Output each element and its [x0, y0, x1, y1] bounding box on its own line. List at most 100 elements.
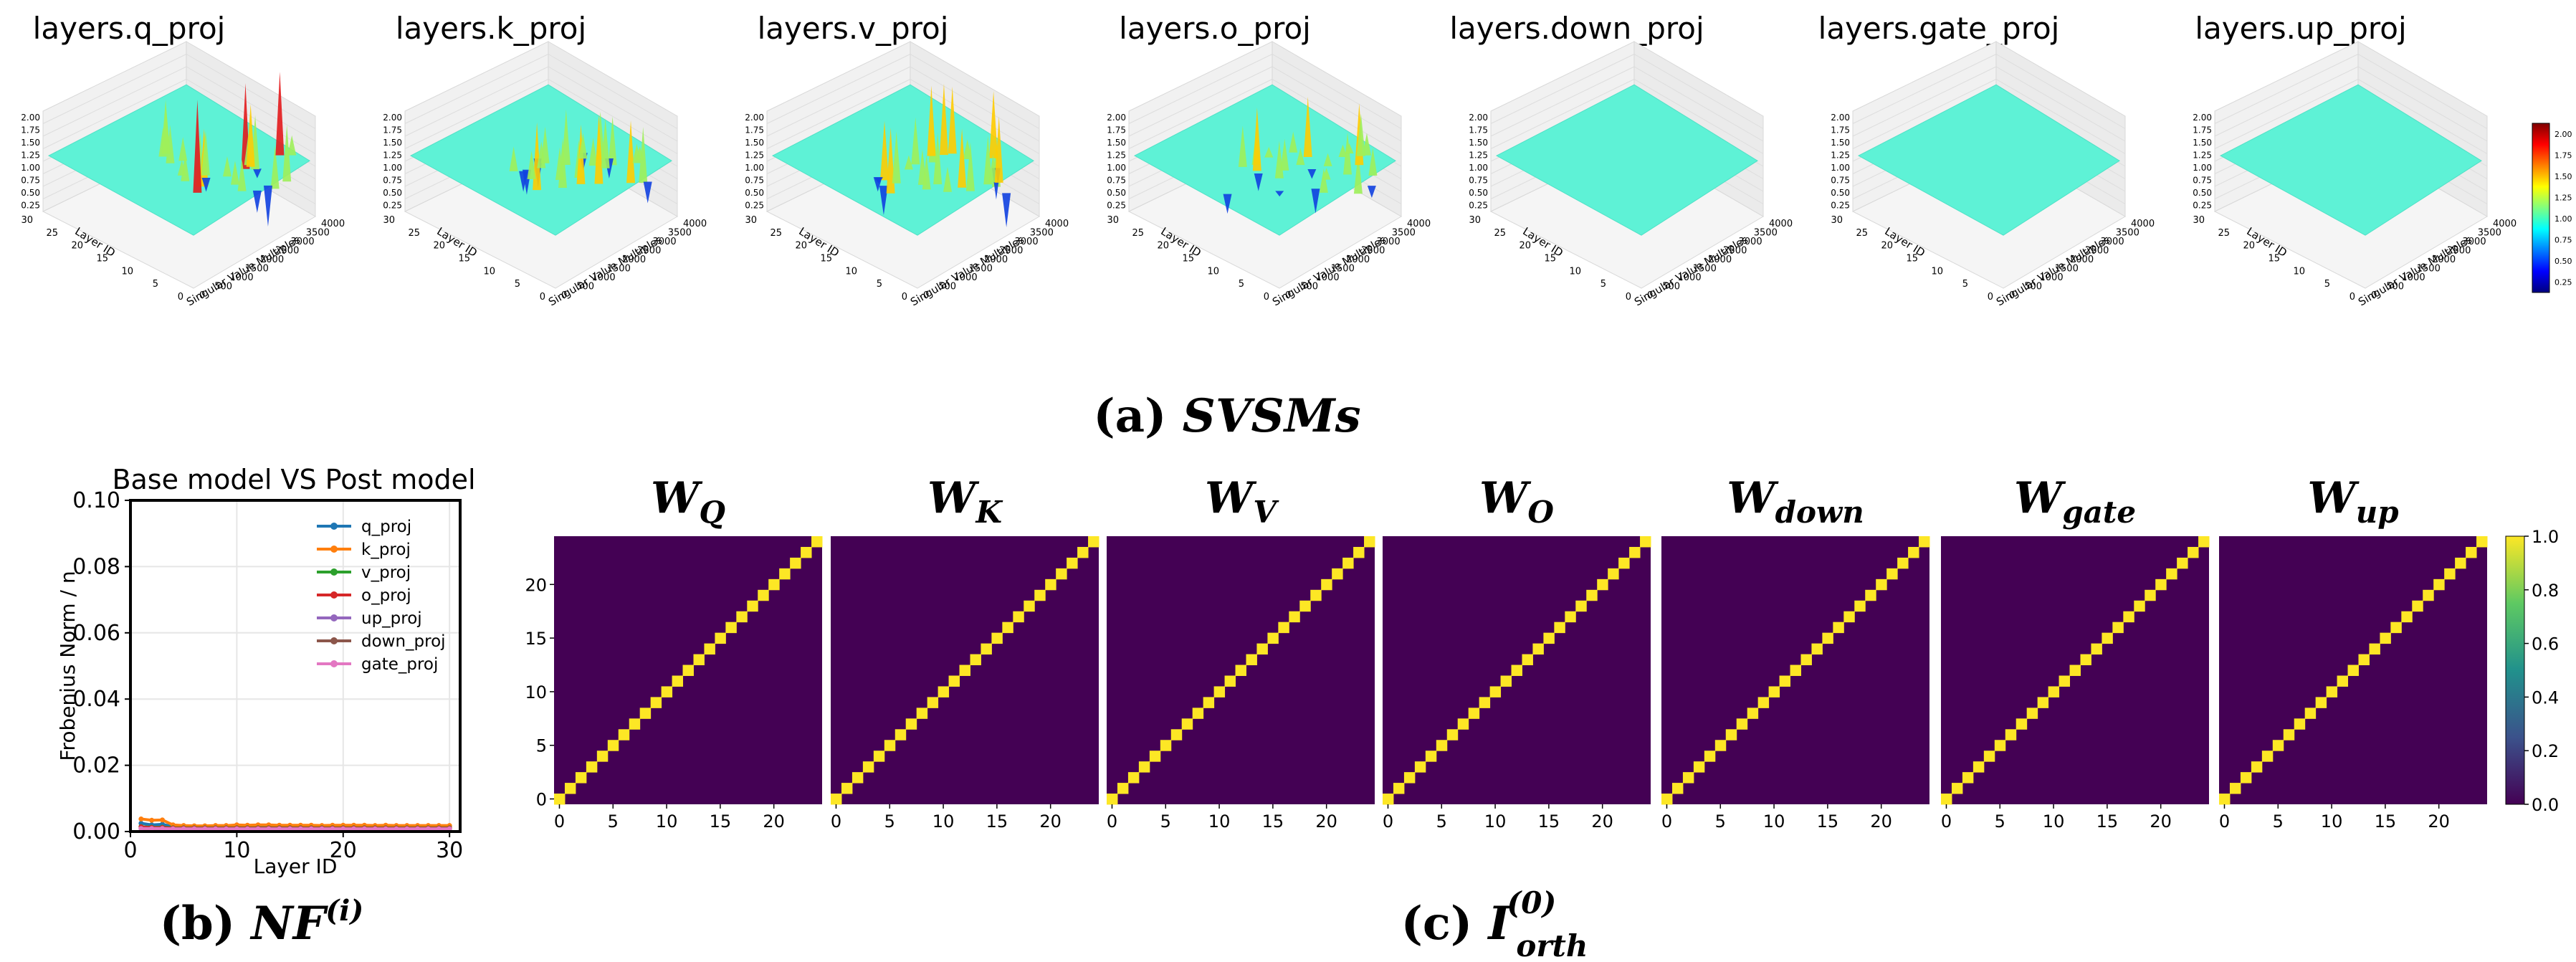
svsm-layer-tick-label: 25	[1494, 228, 1506, 239]
svsm-layer-tick-label: 20	[1157, 241, 1169, 252]
svsm-sv-tick-label: 1000	[592, 272, 616, 283]
svsm-colorbar-tick-label: 0.75	[2554, 235, 2572, 244]
orth-diagonal-cell	[841, 783, 853, 794]
orth-diagonal-cell	[1994, 740, 2006, 751]
svsm-layer-tick-label: 25	[46, 228, 58, 239]
orth-diagonal-cell	[715, 632, 726, 644]
orth-colorbar-tick-label: 0.0	[2532, 795, 2559, 815]
svsm-sv-tick-label: 3000	[1377, 237, 1401, 247]
svsm-z-tick-label: 1.50	[2193, 138, 2212, 148]
orth-x-tick-label: 0	[1941, 811, 1952, 832]
svsm-z-tick-label: 1.00	[1469, 163, 1488, 173]
svsm-panel: layers.gate_proj 0.25 0.50 0.75 1.00 1.25 1.50…	[1818, 11, 2155, 308]
svsm-peak	[1264, 146, 1274, 158]
svsm-surface	[2219, 84, 2482, 236]
orth-diagonal-cell	[1800, 654, 1812, 666]
orth-diagonal-cell	[2283, 729, 2295, 740]
orth-diagonal-cell	[1843, 611, 1855, 623]
svsm-z-tick-label: 0.25	[383, 200, 402, 210]
orth-diagonal-cell	[1299, 600, 1311, 612]
svsm-layer-tick-label: 30	[383, 215, 395, 226]
svsm-z-tick-label: 1.25	[745, 150, 764, 160]
svsm-grid-line	[404, 66, 549, 137]
svsm-peak	[1338, 144, 1347, 157]
orth-colorbar-tick-label: 0.4	[2532, 687, 2559, 708]
orth-x-tick-label: 10	[932, 811, 955, 832]
svsm-sv-tick-label: 3000	[2463, 237, 2486, 247]
svsm-peak	[639, 127, 648, 183]
orth-diagonal-cell	[1565, 611, 1576, 623]
orth-diagonal-cell	[1897, 557, 1909, 569]
orth-diagonal-cell	[1393, 783, 1405, 794]
orth-diagonal-cell	[736, 611, 748, 623]
orth-diagonal-cell	[1725, 729, 1737, 740]
svsm-sv-tick-label: 1500	[607, 264, 631, 275]
orth-panel-title: WO	[1479, 473, 1554, 530]
svsm-peak	[201, 130, 210, 176]
svsm-grid-line	[2214, 54, 2359, 124]
svsm-sv-tick-label: 2500	[999, 246, 1023, 257]
orth-diagonal-cell	[1289, 611, 1300, 623]
orth-diagonal-cell	[1768, 686, 1780, 697]
svsm-colorbar: 0.25 0.50 0.75 1.00 1.25 1.50 1.75 2.00	[2532, 123, 2572, 293]
svsm-grid-line	[404, 54, 549, 124]
svsm-panels: layers.q_proj 0.25 0.50 0.75 1.00 1.25 1.50 1.7…	[21, 11, 2517, 308]
svsm-layer-tick-label: 15	[458, 254, 470, 265]
svsm-grid-line	[2214, 66, 2359, 137]
svsm-sv-tick-label: 3000	[1015, 237, 1039, 247]
svsm-layer-tick-label: 30	[1107, 215, 1119, 226]
orth-diagonal-cell	[2166, 568, 2177, 580]
orth-x-tick-label: 0	[554, 811, 565, 832]
svsm-z-tick-label: 2.00	[21, 113, 40, 123]
orth-diagonal-cell	[938, 686, 950, 697]
svsm-z-tick-label: 1.25	[1107, 150, 1126, 160]
orth-diagonal-cell	[1045, 578, 1056, 591]
nf-y-tick-label: 0.06	[72, 621, 120, 646]
nf-legend-marker	[330, 591, 338, 599]
orth-diagonal-cell	[779, 568, 791, 580]
svsm-sv-tick-label: 2500	[275, 246, 299, 257]
svsm-z-tick-label: 0.75	[1107, 175, 1126, 185]
svsm-grid-line	[404, 79, 549, 149]
orth-diagonal-cell	[2091, 643, 2102, 655]
svsm-sv-tick-label: 3500	[2478, 228, 2501, 239]
svsm-panel-title: layers.k_proj	[396, 11, 586, 46]
orth-diagonal-cell	[1088, 536, 1099, 548]
orth-diagonal-cell	[2048, 686, 2060, 697]
orth-diagonal-cell	[2315, 697, 2327, 708]
orth-panel-W_V: WV 0 5 10 15 20	[1107, 473, 1375, 832]
orth-y-tick-label: 20	[525, 575, 547, 595]
svsm-layer-tick-label: 25	[2218, 228, 2230, 239]
svsm-z-tick-label: 0.50	[745, 188, 764, 198]
orth-diagonal-cell	[851, 772, 864, 784]
svsm-z-tick-label: 1.25	[2193, 150, 2212, 160]
orth-diagonal-cell	[1919, 536, 1930, 548]
svsm-layer-tick-label: 30	[2193, 215, 2205, 226]
orth-diagonal-cell	[927, 697, 939, 708]
svsm-peak	[1296, 148, 1305, 166]
orth-diagonal-cell	[2358, 654, 2370, 666]
orth-diagonal-cell	[2069, 665, 2081, 676]
svsm-z-tick-label: 1.75	[21, 125, 40, 135]
svsm-sv-tick-label: 3500	[1030, 228, 1054, 239]
svsm-z-tick-label: 2.00	[1831, 113, 1850, 123]
svsm-sv-tick-label: 1500	[245, 264, 269, 275]
svsm-peak	[578, 133, 588, 159]
svsm-sv-tick-label: 2000	[260, 254, 284, 265]
orth-diagonal-cell	[1310, 589, 1322, 601]
nf-point-gate_proj	[138, 826, 144, 832]
orth-diagonal-cell	[607, 740, 619, 751]
svsm-layer-tick-label: 20	[1519, 241, 1531, 252]
svsm-sv-tick-label: 1000	[1678, 272, 1702, 283]
orth-diagonal-cell	[1278, 622, 1289, 634]
orth-diagonal-cell	[916, 708, 928, 719]
svsm-grid-line	[1272, 66, 1402, 142]
svsm-peak	[246, 104, 255, 167]
svsm-grid-line	[1490, 79, 1635, 149]
nf-x-tick-label: 10	[223, 838, 250, 863]
svsm-sv-tick-label: 3500	[1392, 228, 1416, 239]
orth-x-tick-label: 0	[1661, 811, 1672, 832]
svsm-panel-title: layers.v_proj	[758, 11, 949, 46]
orth-diagonal-cell	[1127, 772, 1140, 784]
orth-panel-W_gate: Wgate 0 5 10 15 20	[1941, 473, 2210, 832]
